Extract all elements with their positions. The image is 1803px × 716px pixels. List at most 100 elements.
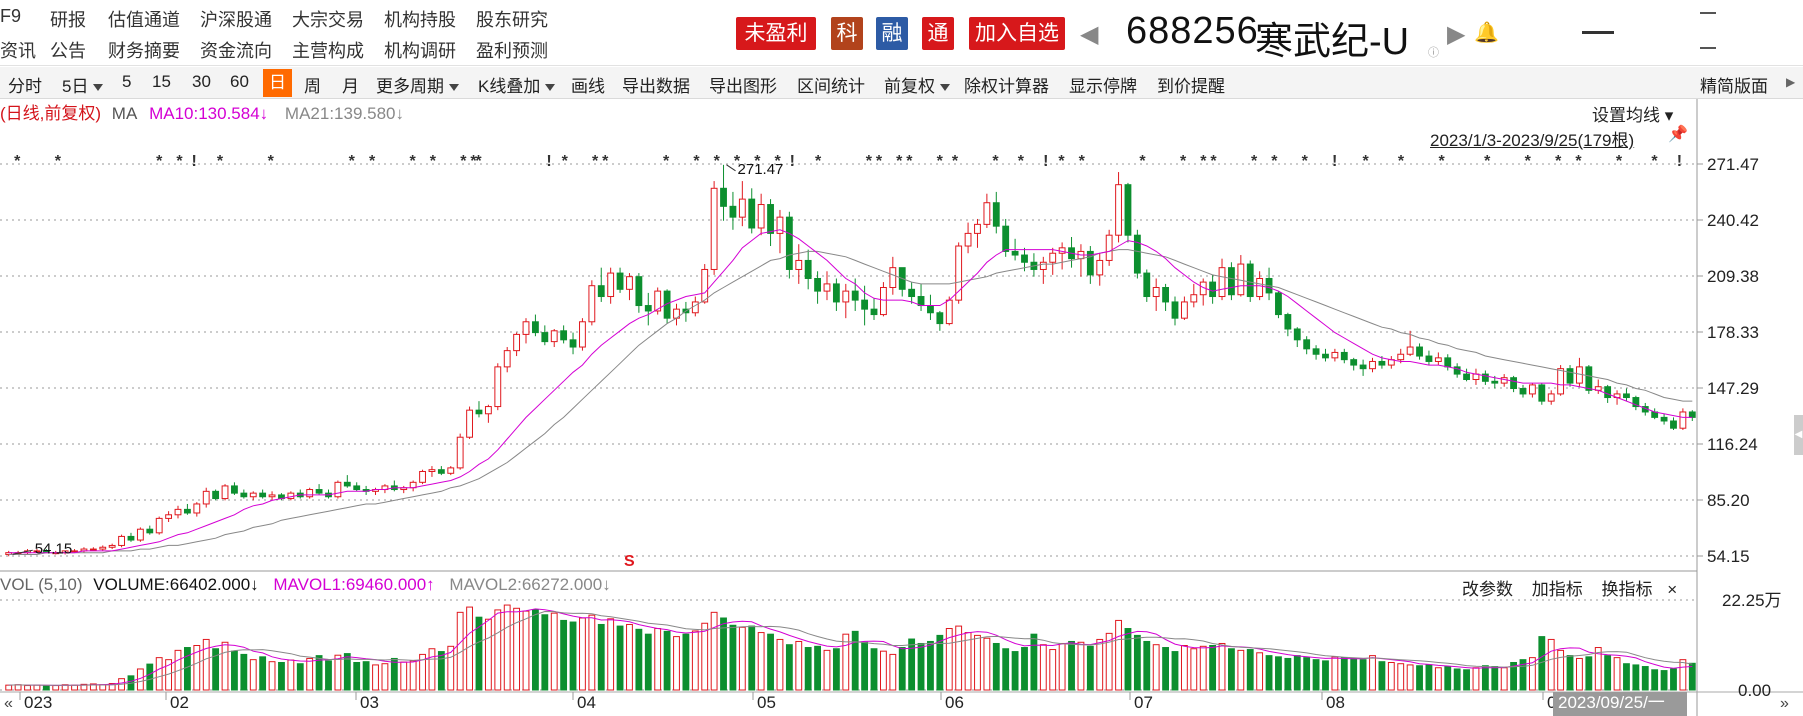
- next-stock-icon[interactable]: ▶: [1447, 21, 1466, 48]
- minimize-icon[interactable]: [1582, 31, 1614, 34]
- volume-bar: [1115, 619, 1122, 691]
- candle: [447, 466, 455, 476]
- link-institution[interactable]: 机构持股: [384, 10, 456, 30]
- tab-daily[interactable]: 日: [263, 69, 292, 97]
- candle-body: [1265, 277, 1273, 294]
- link-forecast[interactable]: 盈利预测: [476, 41, 548, 61]
- candle: [372, 487, 379, 495]
- candle-body: [456, 436, 464, 469]
- mavol2-line: [8, 610, 1693, 686]
- link-fund-flow[interactable]: 资金流向: [200, 41, 272, 61]
- prev-stock-icon[interactable]: ◀: [1080, 21, 1099, 48]
- add-indicator-button[interactable]: 加指标: [1531, 580, 1583, 599]
- tab-15min[interactable]: 15: [152, 72, 171, 91]
- adjust-dropdown[interactable]: 前复权: [884, 72, 950, 97]
- candle: [437, 466, 445, 476]
- switch-indicator-button[interactable]: 换指标: [1601, 580, 1653, 599]
- expand-right-icon[interactable]: ▶: [1786, 75, 1796, 89]
- legend-prefix: (日线,前复权): [0, 104, 102, 123]
- candle: [409, 480, 417, 492]
- signal-marker: *: [952, 153, 959, 170]
- signal-marker: *: [1575, 153, 1582, 170]
- price-alert-button[interactable]: 到价提醒: [1157, 77, 1225, 96]
- volume-bar: [992, 642, 1000, 691]
- candle: [334, 480, 342, 499]
- signal-marker: !: [1043, 153, 1048, 170]
- tab-30min[interactable]: 30: [192, 72, 211, 91]
- candle: [466, 406, 473, 440]
- candle-body: [1557, 368, 1565, 395]
- volume-bar: [136, 668, 144, 691]
- close-indicator-icon[interactable]: ×: [1667, 580, 1678, 599]
- month-label: 04: [577, 693, 596, 712]
- link-financials[interactable]: 财务摘要: [108, 41, 180, 61]
- bell-icon[interactable]: 🔔: [1474, 22, 1499, 44]
- volume-bar: [513, 607, 521, 691]
- exright-calculator-button[interactable]: 除权计算器: [964, 77, 1049, 96]
- volume-bar: [249, 659, 257, 691]
- low-pointer: [12, 549, 33, 555]
- signal-marker: *: [217, 153, 224, 170]
- draw-line-button[interactable]: 画线: [571, 77, 605, 96]
- add-watchlist-button[interactable]: 加入自选: [969, 17, 1065, 50]
- link-research[interactable]: 研报: [50, 10, 86, 30]
- signal-marker: *: [410, 153, 417, 170]
- export-image-button[interactable]: 导出图形: [709, 77, 777, 96]
- candle-body: [174, 508, 182, 516]
- volume-bar: [936, 634, 944, 691]
- signal-marker: *: [475, 153, 482, 170]
- tab-60min[interactable]: 60: [230, 72, 249, 91]
- candle: [748, 188, 756, 234]
- candle: [936, 310, 944, 331]
- link-valuation[interactable]: 估值通道: [108, 10, 180, 30]
- signal-marker: *: [906, 153, 913, 170]
- link-announcement[interactable]: 公告: [50, 41, 86, 61]
- candle-body: [475, 409, 483, 415]
- volume-bar: [1275, 656, 1282, 691]
- signal-marker: *: [592, 153, 599, 170]
- range-stats-button[interactable]: 区间统计: [797, 77, 865, 96]
- tab-5day[interactable]: 5日: [62, 72, 103, 97]
- collapse-panel-handle[interactable]: ◀: [1794, 415, 1803, 455]
- candle: [5, 550, 13, 557]
- info-icon[interactable]: ⓘ: [1428, 47, 1439, 59]
- candle-body: [99, 546, 107, 550]
- signal-marker: *: [430, 153, 437, 170]
- candle: [654, 287, 662, 315]
- candle-body: [1679, 411, 1687, 429]
- signal-marker: *: [156, 153, 163, 170]
- candle: [428, 466, 436, 477]
- volume-bar: [1171, 651, 1179, 691]
- volume-bar: [851, 630, 859, 691]
- edit-params-button[interactable]: 改参数: [1462, 580, 1513, 599]
- signal-marker: !: [546, 153, 551, 170]
- link-hk-connect[interactable]: 沪深股通: [200, 10, 272, 30]
- link-business[interactable]: 主营构成: [292, 41, 364, 61]
- period-toolbar: 分时 5日 5 15 30 60 日 周 月 更多周期 K线叠加 画线 导出数据…: [0, 67, 1803, 99]
- menu-line-2-icon[interactable]: [1700, 47, 1716, 49]
- link-news[interactable]: 资讯: [0, 41, 36, 61]
- tab-timeshare[interactable]: 分时: [8, 77, 42, 96]
- candle: [1331, 348, 1339, 362]
- link-survey[interactable]: 机构调研: [384, 41, 456, 61]
- kline-overlay-dropdown[interactable]: K线叠加: [478, 72, 555, 97]
- volume-bar: [287, 659, 295, 691]
- export-data-button[interactable]: 导出数据: [622, 77, 690, 96]
- pin-icon[interactable]: 📌: [1668, 126, 1688, 143]
- candle: [1077, 244, 1085, 277]
- link-block-trade[interactable]: 大宗交易: [292, 10, 364, 30]
- show-suspension-button[interactable]: 显示停牌: [1069, 77, 1137, 96]
- tab-5min[interactable]: 5: [122, 72, 132, 91]
- tab-monthly[interactable]: 月: [342, 77, 359, 96]
- menu-line-1-icon[interactable]: [1700, 12, 1716, 14]
- link-shareholder[interactable]: 股东研究: [476, 10, 548, 30]
- candle: [757, 193, 765, 236]
- ma-settings-dropdown[interactable]: 设置均线 ▾: [1592, 106, 1674, 125]
- link-f9[interactable]: F9: [0, 6, 22, 26]
- candle-body: [400, 487, 408, 491]
- more-periods-dropdown[interactable]: 更多周期: [376, 72, 459, 97]
- compact-layout-button[interactable]: 精简版面: [1700, 77, 1768, 96]
- candle-body: [832, 283, 840, 303]
- tab-weekly[interactable]: 周: [304, 77, 321, 96]
- signal-marker: *: [1139, 153, 1146, 170]
